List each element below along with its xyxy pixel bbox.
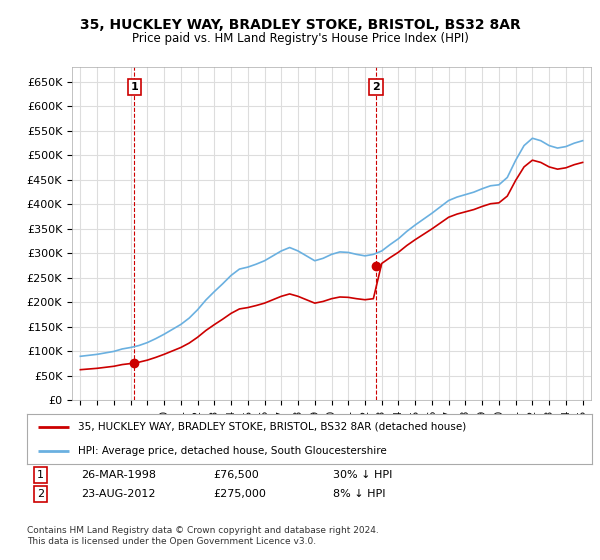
- Text: 26-MAR-1998: 26-MAR-1998: [81, 470, 156, 480]
- Text: Contains HM Land Registry data © Crown copyright and database right 2024.
This d: Contains HM Land Registry data © Crown c…: [27, 526, 379, 546]
- Text: 30% ↓ HPI: 30% ↓ HPI: [333, 470, 392, 480]
- Text: 23-AUG-2012: 23-AUG-2012: [81, 489, 155, 499]
- Text: 2: 2: [37, 489, 44, 499]
- Text: 8% ↓ HPI: 8% ↓ HPI: [333, 489, 386, 499]
- Text: 1: 1: [131, 82, 139, 92]
- Text: £76,500: £76,500: [213, 470, 259, 480]
- Text: £275,000: £275,000: [213, 489, 266, 499]
- Text: 35, HUCKLEY WAY, BRADLEY STOKE, BRISTOL, BS32 8AR (detached house): 35, HUCKLEY WAY, BRADLEY STOKE, BRISTOL,…: [78, 422, 466, 432]
- Text: 1: 1: [37, 470, 44, 480]
- Text: 2: 2: [372, 82, 380, 92]
- Text: Price paid vs. HM Land Registry's House Price Index (HPI): Price paid vs. HM Land Registry's House …: [131, 32, 469, 45]
- Text: HPI: Average price, detached house, South Gloucestershire: HPI: Average price, detached house, Sout…: [78, 446, 386, 456]
- Text: 35, HUCKLEY WAY, BRADLEY STOKE, BRISTOL, BS32 8AR: 35, HUCKLEY WAY, BRADLEY STOKE, BRISTOL,…: [80, 18, 520, 32]
